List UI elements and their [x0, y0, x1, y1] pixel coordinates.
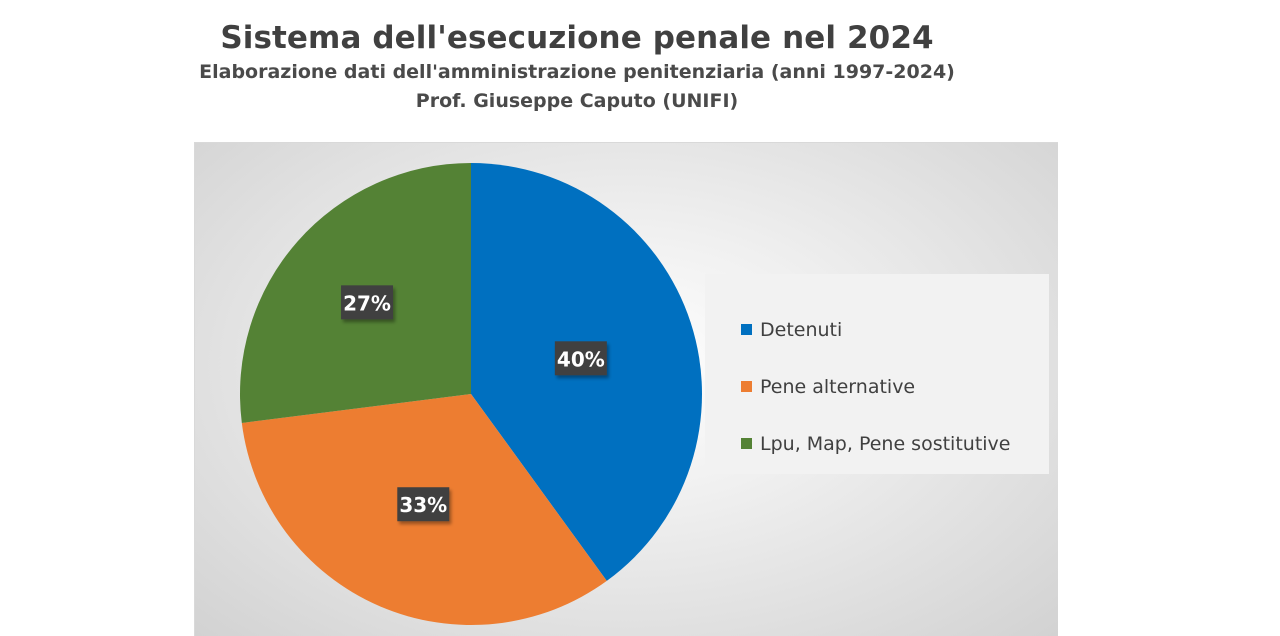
legend: Detenuti Pene alternative Lpu, Map, Pene…	[705, 274, 1049, 474]
legend-label-pene-alternative: Pene alternative	[760, 375, 916, 398]
data-label-pene-alternative: 33%	[399, 493, 447, 517]
pie-slices	[240, 163, 702, 625]
data-label-box-lpu-map-pene-sostitutive	[341, 285, 394, 320]
data-label-box-pene-alternative	[397, 487, 450, 522]
legend-label-lpu-map-pene-sostitutive: Lpu, Map, Pene sostitutive	[760, 432, 1011, 455]
legend-label-detenuti: Detenuti	[760, 318, 843, 341]
chart-title: Sistema dell'esecuzione penale nel 2024	[220, 20, 934, 56]
data-label-box-detenuti	[554, 341, 607, 376]
data-label-detenuti: 40%	[557, 347, 605, 371]
legend-swatch-pene-alternative	[741, 381, 752, 392]
legend-item-detenuti: Detenuti	[741, 296, 1049, 363]
pie-data-labels: 40% 33% 27%	[341, 285, 607, 522]
legend-swatch-lpu-map-pene-sostitutive	[741, 438, 752, 449]
chart-titles: Sistema dell'esecuzione penale nel 2024 …	[0, 18, 1154, 116]
legend-swatch-detenuti	[741, 324, 752, 335]
legend-item-pene-alternative: Pene alternative	[741, 353, 1049, 420]
chart-subtitle-line-2: Prof. Giuseppe Caputo (UNIFI)	[415, 90, 739, 112]
data-label-lpu-map-pene-sostitutive: 27%	[343, 291, 391, 315]
chart-subtitle-line-1: Elaborazione dati dell'amministrazione p…	[199, 61, 955, 83]
legend-item-lpu-map-pene-sostitutive: Lpu, Map, Pene sostitutive	[741, 410, 1049, 477]
pie-chart: 40% 33% 27%	[240, 163, 702, 625]
